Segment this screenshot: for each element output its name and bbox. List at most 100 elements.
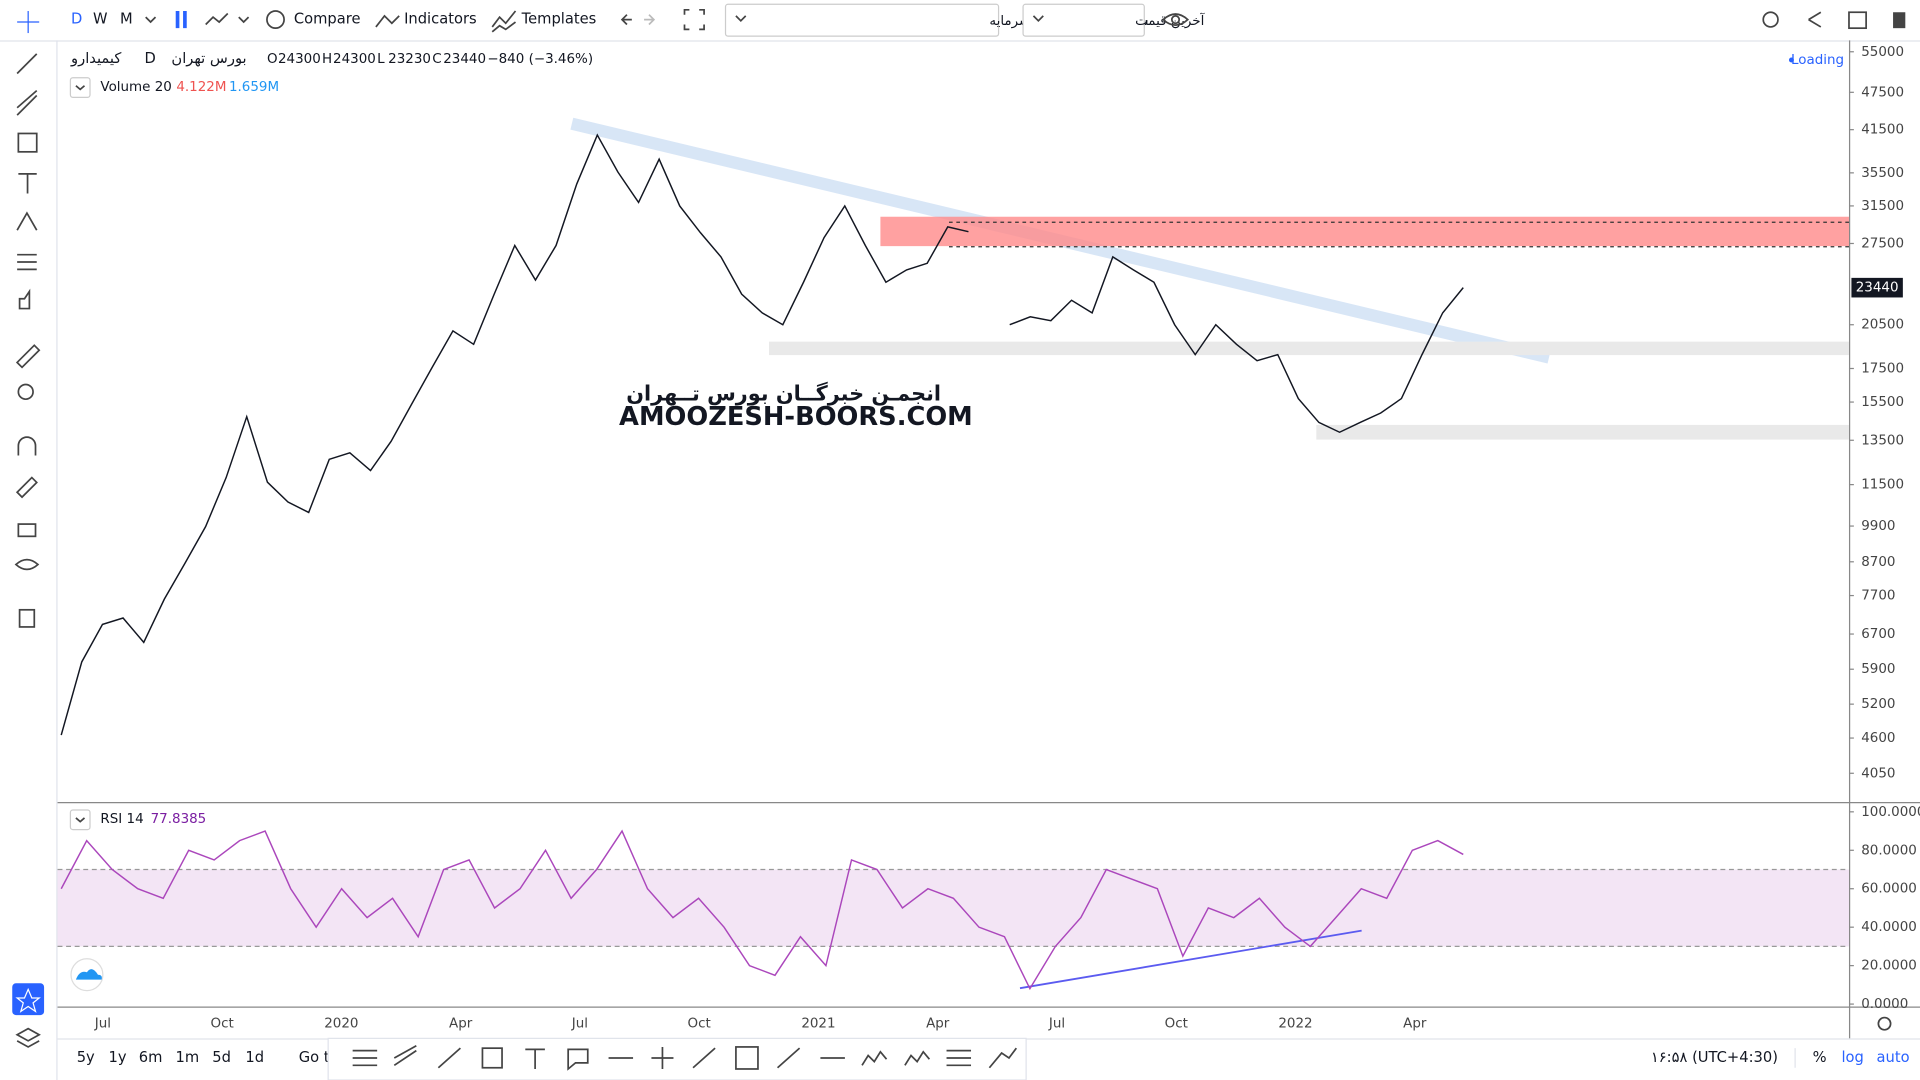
pitchfork-tool[interactable] (16, 89, 38, 116)
dropdown-icon[interactable] (145, 16, 157, 24)
layout-icon[interactable] (1848, 11, 1867, 30)
draw-tool[interactable] (861, 1050, 888, 1066)
ohlc-value: 23440 (443, 52, 486, 67)
draw-tool[interactable] (692, 1047, 716, 1069)
settings-icon[interactable] (1762, 11, 1779, 28)
range-button[interactable]: 1y (109, 1049, 127, 1066)
support-zone[interactable] (1316, 424, 1849, 440)
log-toggle[interactable]: log (1841, 1049, 1863, 1066)
rsi-band (57, 869, 1849, 947)
range-button[interactable]: 6m (139, 1049, 163, 1066)
y-tick-label: 47500 (1861, 85, 1904, 100)
loading-indicator: Loading (1791, 53, 1844, 68)
collapse-button[interactable] (69, 809, 91, 831)
auto-toggle[interactable]: auto (1877, 1049, 1910, 1066)
range-button[interactable]: 1m (176, 1049, 200, 1066)
indicators-button[interactable]: Indicators (404, 11, 477, 28)
support-zone[interactable] (768, 341, 1849, 356)
x-tick-label: Oct (210, 1017, 233, 1032)
dropdown-icon[interactable] (238, 16, 250, 24)
drawing-mode-tool[interactable] (15, 476, 38, 499)
plot: 55000 47500 41500 35500 31500 27500 20500 17500… (60, 45, 1920, 1032)
resistance-zone[interactable] (880, 216, 1849, 247)
range-button[interactable]: 5y (77, 1049, 95, 1066)
x-tick-label: Apr (1403, 1017, 1427, 1032)
collapse-button[interactable] (69, 77, 91, 98)
axis-settings-icon[interactable] (1877, 1016, 1892, 1031)
y-tick-label: 55000 (1861, 45, 1904, 60)
draw-tool[interactable] (393, 1044, 417, 1067)
volume-ma-value: 1.659M (229, 80, 279, 95)
line-style-icon[interactable] (205, 12, 229, 26)
x-tick-label: Oct (688, 1017, 711, 1032)
trendline-tool[interactable] (16, 53, 38, 75)
candle-style-icon[interactable] (175, 11, 187, 29)
draw-tool[interactable] (904, 1050, 931, 1066)
loading-dot (1788, 57, 1794, 63)
dropdown-icon[interactable] (1032, 15, 1044, 23)
draw-tool[interactable] (481, 1047, 503, 1069)
templates-icon[interactable] (491, 10, 517, 33)
ohlc-value: 23230 (388, 52, 431, 67)
layers-icon[interactable] (15, 1027, 41, 1048)
legend-exchange: بورس تهران (171, 50, 246, 67)
remove-tool[interactable] (18, 608, 36, 628)
redo-icon[interactable] (644, 14, 656, 26)
percent-toggle[interactable]: % (1813, 1049, 1827, 1066)
eye-icon[interactable] (1161, 13, 1190, 26)
adjustment-select[interactable] (724, 3, 1000, 37)
rsi-value: 77.8385 (151, 812, 207, 827)
trash-icon[interactable] (1893, 12, 1906, 29)
y-tick-label: 6700 (1861, 627, 1895, 642)
text-tool[interactable] (18, 173, 37, 194)
templates-button[interactable]: Templates (521, 11, 597, 28)
lock-tool[interactable] (17, 523, 37, 538)
y-tick-label: 13500 (1861, 433, 1904, 448)
draw-tool[interactable] (651, 1046, 674, 1069)
draw-tool[interactable] (567, 1048, 589, 1071)
draw-tool[interactable] (525, 1048, 545, 1069)
y-tick-label: 17500 (1861, 361, 1904, 376)
range-button[interactable]: 1d (245, 1049, 264, 1066)
volume-name: Volume 20 (100, 80, 171, 95)
ohlc-label: L (377, 52, 385, 67)
y-tick-label: 31500 (1861, 199, 1904, 214)
prediction-tool[interactable] (17, 253, 37, 271)
shape-tool[interactable] (17, 132, 38, 153)
range-button[interactable]: 5d (212, 1049, 231, 1066)
interval-button[interactable]: M (120, 11, 133, 28)
fullscreen-icon[interactable] (683, 8, 705, 31)
compare-icon[interactable] (266, 10, 285, 30)
zone-border (948, 221, 1849, 248)
interval-button[interactable]: D (71, 11, 82, 28)
draw-tool[interactable] (988, 1047, 1018, 1069)
dropdown-icon[interactable] (735, 15, 747, 23)
compare-button[interactable]: Compare (294, 11, 361, 28)
interval-button[interactable]: W (93, 11, 108, 28)
volume-value: 4.122M (176, 80, 226, 95)
y-tick-label: 35500 (1861, 166, 1904, 181)
measure-tool[interactable] (15, 344, 41, 369)
magnet-tool[interactable] (17, 436, 37, 456)
watchlist-button[interactable] (12, 983, 45, 1016)
rsi-line (60, 829, 1464, 991)
draw-tool[interactable] (735, 1046, 759, 1070)
icon-tool[interactable] (18, 288, 31, 310)
draw-tool[interactable] (776, 1047, 801, 1069)
pattern-tool[interactable] (16, 211, 38, 231)
draw-tool[interactable] (437, 1047, 461, 1069)
rsi-name: RSI 14 (100, 812, 143, 827)
ohlc-label: H (322, 52, 332, 67)
x-tick-label: Jul (571, 1017, 588, 1032)
draw-tool[interactable] (352, 1049, 378, 1067)
undo-icon[interactable] (620, 14, 632, 26)
indicators-icon[interactable] (375, 14, 400, 28)
zoom-tool[interactable] (17, 383, 34, 401)
draw-tool[interactable] (946, 1049, 972, 1067)
share-icon[interactable] (1808, 11, 1822, 28)
eye-icon[interactable] (1170, 15, 1181, 25)
hide-tool[interactable] (14, 558, 40, 571)
price-source-select[interactable] (1022, 3, 1145, 37)
rsi-divergence-line[interactable] (1019, 929, 1362, 990)
